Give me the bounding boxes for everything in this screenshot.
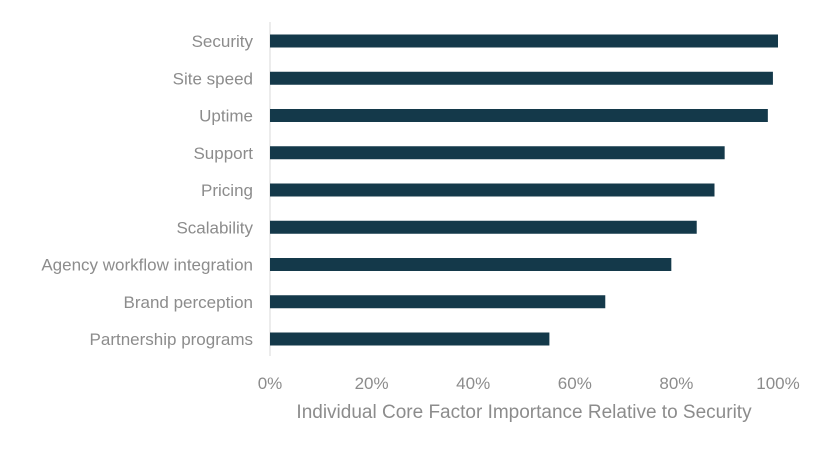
- bar-8: [270, 332, 550, 346]
- bar-2: [270, 109, 768, 122]
- x-tick-label: 40%: [456, 374, 490, 393]
- category-label: Support: [193, 144, 253, 163]
- x-tick-label: 100%: [756, 374, 799, 393]
- x-tick-label: 20%: [355, 374, 389, 393]
- category-labels-group: Security Site speed Uptime Support Pricing Sc…: [41, 32, 253, 349]
- category-label: Partnership programs: [90, 330, 253, 349]
- bar-6: [270, 258, 672, 271]
- category-label: Scalability: [176, 218, 253, 237]
- category-label: Uptime: [199, 107, 253, 126]
- bar-5: [270, 220, 697, 234]
- x-tick-label: 60%: [558, 374, 592, 393]
- bar-7: [270, 295, 606, 309]
- category-label: Pricing: [201, 181, 253, 200]
- category-label: Security: [192, 32, 254, 51]
- x-axis-title: Individual Core Factor Importance Relati…: [296, 402, 752, 423]
- bar-4: [270, 183, 715, 197]
- category-label: Brand perception: [124, 293, 253, 312]
- x-tick-label: 0%: [258, 374, 283, 393]
- bar-0: [270, 34, 778, 48]
- x-tick-label: 80%: [659, 374, 693, 393]
- x-tick-labels-group: 0% 20% 40% 60% 80% 100%: [258, 374, 800, 393]
- category-label: Site speed: [173, 69, 253, 88]
- bars-group: [270, 34, 778, 346]
- bar-1: [270, 71, 773, 85]
- category-label: Agency workflow integration: [41, 256, 253, 275]
- bar-3: [270, 146, 725, 160]
